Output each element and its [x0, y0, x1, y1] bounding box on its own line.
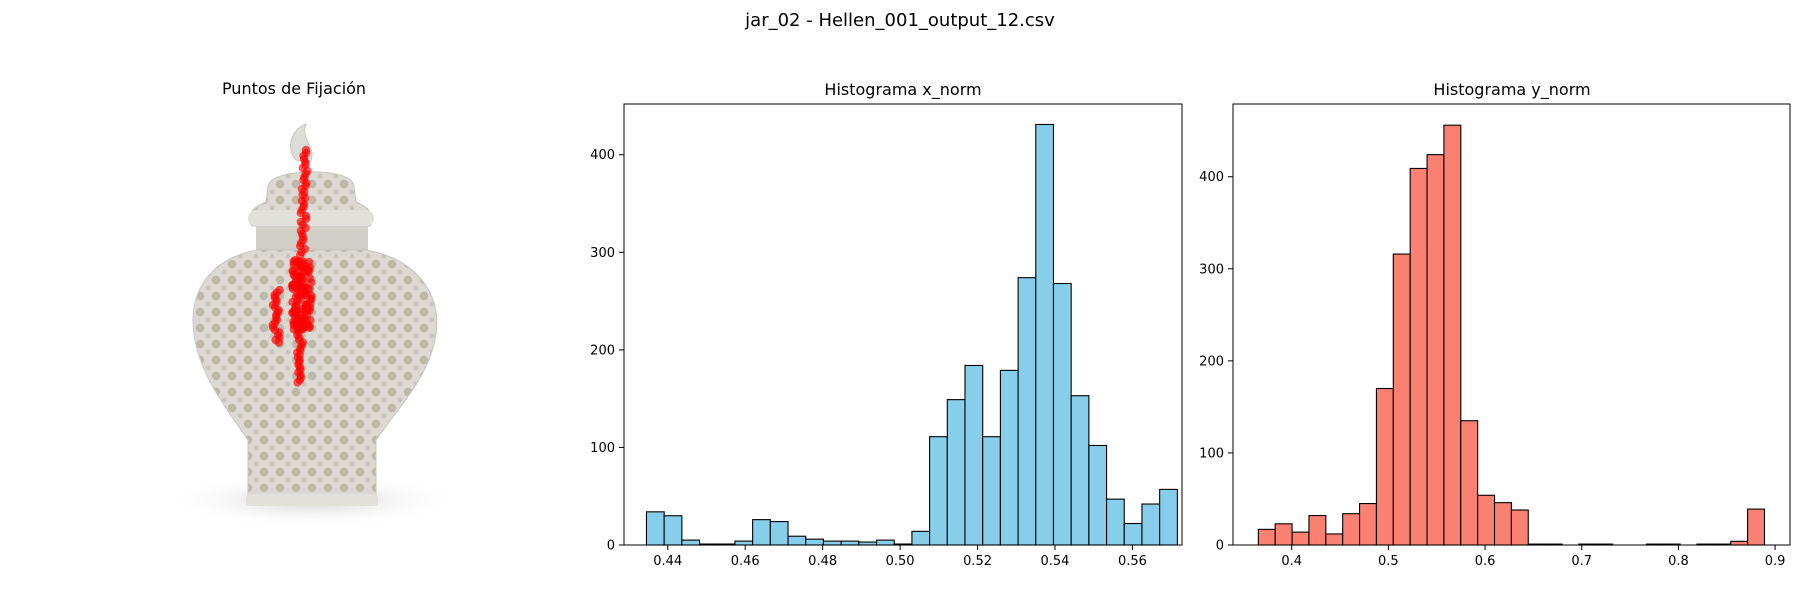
fixation-point: [304, 257, 314, 267]
histogram-bar: [769, 521, 789, 546]
fixation-point: [295, 258, 304, 267]
histogram-bar: [734, 540, 754, 546]
histogram-x-norm-title: Histograma x_norm: [824, 80, 981, 100]
histogram-bar: [875, 539, 895, 546]
fixation-point: [293, 280, 302, 289]
x-tick-label: 0.44: [653, 554, 682, 569]
x-tick-label: 0.54: [1041, 554, 1070, 569]
histogram-bar: [663, 515, 683, 546]
histogram-bar: [1477, 494, 1496, 546]
histogram-bar: [1392, 253, 1411, 546]
histogram-bar: [946, 399, 966, 546]
jar-foot: [246, 494, 378, 506]
histogram-bar: [1017, 277, 1037, 546]
histogram-bar: [1106, 498, 1125, 546]
histogram-bar: [911, 530, 931, 546]
fixation-point: [293, 296, 302, 306]
x-tick-label: 0.9: [1765, 554, 1786, 569]
x-tick-label: 0.6: [1475, 554, 1496, 569]
x-tick-label: 0.56: [1118, 554, 1147, 569]
jar-neck: [256, 226, 368, 250]
histogram-bar: [1409, 167, 1428, 546]
histogram-bar: [929, 436, 948, 546]
x-tick-label: 0.8: [1668, 554, 1689, 569]
histogram-bar: [1274, 523, 1293, 546]
histogram-bar: [1460, 420, 1479, 546]
fixation-image-panel: Puntos de Fijación: [162, 79, 462, 528]
histogram-bar: [1123, 522, 1143, 546]
y-tick-label: 400: [590, 148, 615, 163]
histogram-bar: [1325, 533, 1344, 546]
y-tick-label: 300: [590, 246, 615, 261]
y-tick-label: 100: [590, 441, 615, 456]
histogram-bar: [1730, 540, 1749, 546]
y-tick-label: 200: [1199, 354, 1224, 369]
x-tick-label: 0.52: [963, 554, 992, 569]
fixation-point: [293, 378, 302, 387]
histogram-bar: [787, 535, 807, 546]
histogram-bar: [1035, 123, 1055, 546]
jar-lid-band: [248, 210, 374, 226]
x-tick-label: 0.50: [886, 554, 915, 569]
jar-image: [162, 123, 462, 528]
y-tick-label: 0: [607, 539, 615, 554]
y-tick-label: 300: [1199, 262, 1224, 277]
histogram-y-norm-title: Histograma y_norm: [1433, 80, 1590, 100]
fixation-point: [303, 305, 312, 314]
y-tick-label: 200: [590, 343, 615, 358]
y-tick-label: 400: [1199, 170, 1224, 185]
histogram-y-norm: Histograma y_norm 0.4 0.5 0.6 0.7 0.8 0.9 0 100…: [1199, 80, 1791, 569]
axes-frame: [623, 103, 1183, 546]
jar-body: [192, 249, 438, 503]
figure-title: jar_02 - Hellen_001_output_12.csv: [744, 10, 1055, 31]
image-panel-title: Puntos de Fijación: [222, 79, 366, 98]
histogram-bar: [822, 540, 842, 546]
histogram-bar: [645, 511, 665, 546]
x-tick-label: 0.46: [731, 554, 760, 569]
histogram-bar: [1070, 395, 1090, 546]
histogram-bar: [1141, 503, 1161, 546]
histogram-bar: [1426, 154, 1445, 546]
histogram-bar: [999, 369, 1019, 546]
histogram-bar: [1510, 509, 1529, 546]
histogram-bar: [1747, 508, 1766, 546]
fixation-point: [274, 338, 284, 347]
histogram-bar: [805, 538, 824, 546]
histogram-bar: [1359, 503, 1377, 546]
x-tick-label: 0.4: [1281, 554, 1302, 569]
histogram-x-norm: Histograma x_norm 0.44 0.46 0.48 0.50 0.52 0.…: [590, 80, 1183, 569]
histogram-bar: [964, 364, 984, 546]
histogram-bar: [681, 539, 701, 546]
histogram-bar: [982, 436, 1001, 546]
histogram-bar: [1052, 282, 1072, 546]
histogram-bar: [1342, 513, 1361, 546]
histogram-bar: [1257, 528, 1276, 546]
fixation-points: [268, 145, 316, 387]
histogram-bar: [1159, 488, 1178, 546]
histogram-bar: [840, 540, 860, 546]
x-tick-label: 0.48: [808, 554, 837, 569]
x-tick-label: 0.7: [1571, 554, 1592, 569]
histogram-bar: [1308, 514, 1327, 546]
fixation-point: [290, 305, 299, 314]
axes-frame: [1232, 103, 1791, 546]
histogram-bar: [1443, 124, 1462, 546]
histogram-bar: [1375, 387, 1394, 546]
fixation-point: [294, 267, 303, 276]
fixation-point: [303, 284, 313, 293]
histogram-bar: [1291, 531, 1310, 546]
y-tick-label: 0: [1216, 539, 1224, 554]
y-tick-label: 100: [1199, 446, 1224, 461]
x-tick-label: 0.5: [1378, 554, 1399, 569]
histogram-bar: [1493, 502, 1512, 546]
histogram-bar: [1088, 444, 1108, 546]
histogram-bar: [752, 519, 771, 546]
